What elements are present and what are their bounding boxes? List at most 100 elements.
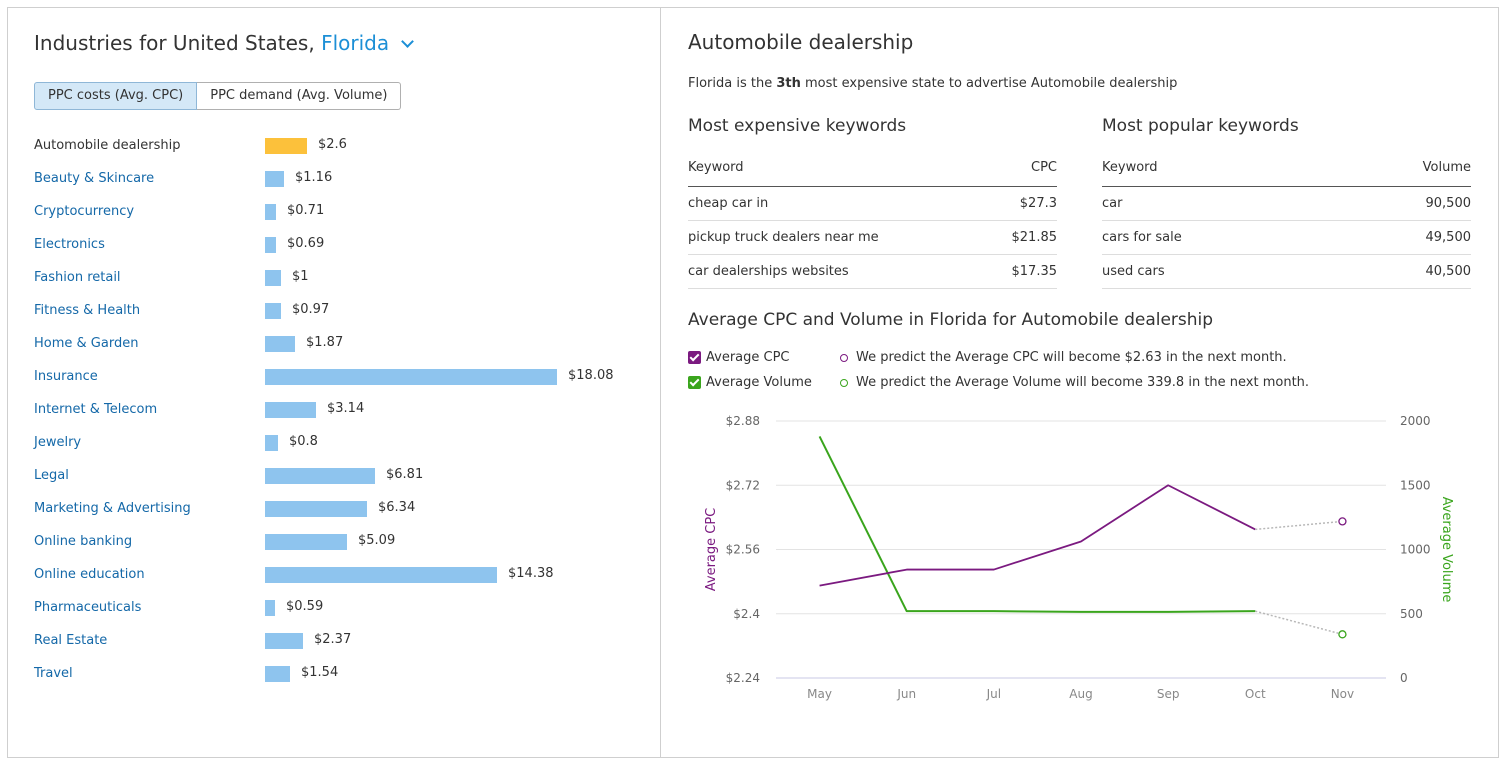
industry-value: $1.16 [295, 170, 333, 185]
keyword-cell: used cars [1102, 254, 1332, 289]
industry-label[interactable]: Home & Garden [34, 336, 139, 351]
industry-row[interactable]: Cryptocurrency $0.71 [34, 197, 654, 230]
industry-row[interactable]: Marketing & Advertising $6.34 [34, 494, 654, 527]
y-right-tick-label: 1000 [1400, 543, 1431, 557]
expensive-keywords-title: Most expensive keywords [688, 116, 907, 136]
cpc-volume-line-chart: $2.88 2000 $2.72 1500 $2.56 1000 $2.4 500 $2.24 0… [704, 414, 1454, 701]
ppc-costs-tab[interactable]: PPC costs (Avg. CPC) [34, 82, 198, 110]
industry-value: $18.08 [568, 368, 614, 383]
industry-bar [265, 567, 497, 583]
industry-bar [265, 204, 276, 220]
value-cell: 49,500 [1331, 220, 1471, 255]
subtitle-post: most expensive state to advertise Automo… [805, 76, 1178, 91]
industry-label[interactable]: Fashion retail [34, 270, 121, 285]
industry-row[interactable]: Online education $14.38 [34, 560, 654, 593]
industry-row[interactable]: Legal $6.81 [34, 461, 654, 494]
state-selector[interactable]: Florida [321, 31, 414, 55]
checkbox-checked-icon[interactable] [688, 376, 701, 389]
industry-label[interactable]: Beauty & Skincare [34, 171, 155, 186]
metric-toggle: PPC costs (Avg. CPC) PPC demand (Avg. Vo… [34, 82, 402, 110]
x-tick-label: Jul [986, 687, 1001, 701]
industry-bar [265, 534, 347, 550]
industry-bar [265, 303, 281, 319]
industry-label[interactable]: Marketing & Advertising [34, 501, 191, 516]
volume-prediction-point [1338, 630, 1347, 639]
chevron-down-icon [401, 35, 414, 48]
industry-value: $6.81 [386, 467, 424, 482]
table-header: Keyword Volume [1102, 150, 1471, 187]
panel-frame [7, 7, 1499, 758]
checkbox-checked-icon[interactable] [688, 351, 701, 364]
popular-keywords-title: Most popular keywords [1102, 116, 1299, 136]
industry-row[interactable]: Travel $1.54 [34, 659, 654, 692]
industry-row[interactable]: Pharmaceuticals $0.59 [34, 593, 654, 626]
industry-value: $5.09 [358, 533, 396, 548]
industry-label[interactable]: Cryptocurrency [34, 204, 135, 219]
x-tick-label: Oct [1245, 687, 1266, 701]
industry-label[interactable]: Fitness & Health [34, 303, 141, 318]
popular-keywords: Most popular keywords Keyword Volume car… [1102, 114, 1471, 289]
industry-label[interactable]: Internet & Telecom [34, 402, 158, 417]
industry-row[interactable]: Electronics $0.69 [34, 230, 654, 263]
col-cpc: CPC [985, 150, 1057, 187]
popular-keywords-table: Keyword Volume car 90,500 cars for sale 49,… [1102, 150, 1471, 289]
ppc-demand-tab[interactable]: PPC demand (Avg. Volume) [197, 82, 402, 110]
industry-value: $1 [292, 269, 309, 284]
industry-label[interactable]: Online education [34, 567, 145, 582]
prediction-circle-icon [840, 379, 848, 387]
industry-label[interactable]: Travel [34, 666, 73, 681]
panel-divider [660, 8, 661, 757]
industry-label: Automobile dealership [34, 138, 181, 153]
industry-row[interactable]: Beauty & Skincare $1.16 [34, 164, 654, 197]
legend-volume-label: Average Volume [706, 375, 812, 390]
industry-label[interactable]: Real Estate [34, 633, 108, 648]
industry-label[interactable]: Pharmaceuticals [34, 600, 142, 615]
industry-value: $0.59 [286, 599, 324, 614]
industry-row[interactable]: Fitness & Health $0.97 [34, 296, 654, 329]
industry-bar [265, 138, 307, 154]
industry-label[interactable]: Online banking [34, 534, 133, 549]
industry-label[interactable]: Legal [34, 468, 69, 483]
industry-row[interactable]: Home & Garden $1.87 [34, 329, 654, 362]
legend-cpc-label: Average CPC [706, 350, 790, 365]
cpc-prediction-text: We predict the Average CPC will become $… [856, 350, 1287, 365]
industry-bar [265, 237, 276, 253]
industry-value: $14.38 [508, 566, 554, 581]
industry-row[interactable]: Automobile dealership $2.6 [34, 131, 654, 164]
industry-value: $6.34 [378, 500, 416, 515]
table-header: Keyword CPC [688, 150, 1057, 187]
industry-bar [265, 270, 281, 286]
table-row: car dealerships websites $17.35 [688, 254, 1057, 289]
cpc-prediction-point [1338, 517, 1347, 526]
keyword-cell: cars for sale [1102, 220, 1332, 255]
industry-label[interactable]: Insurance [34, 369, 98, 384]
industry-label[interactable]: Electronics [34, 237, 105, 252]
industry-value: $3.14 [327, 401, 365, 416]
industry-row[interactable]: Jewelry $0.8 [34, 428, 654, 461]
industry-bar-chart: Automobile dealership $2.6 Beauty & Skinca… [34, 131, 654, 692]
table-row: car 90,500 [1102, 186, 1471, 221]
industry-value: $2.37 [314, 632, 352, 647]
industry-row[interactable]: Insurance $18.08 [34, 362, 654, 395]
volume-prediction-line [1255, 610, 1343, 636]
industry-bar [265, 666, 290, 682]
industry-bar [265, 369, 557, 385]
industry-bar [265, 633, 303, 649]
table-row: used cars 40,500 [1102, 254, 1471, 289]
y-right-tick-label: 500 [1400, 607, 1423, 621]
industry-value: $1.87 [306, 335, 344, 350]
table-row: cars for sale 49,500 [1102, 220, 1471, 255]
y-left-tick-label: $2.56 [726, 543, 760, 557]
industry-row[interactable]: Fashion retail $1 [34, 263, 654, 296]
industry-label[interactable]: Jewelry [34, 435, 82, 450]
industry-bar [265, 468, 375, 484]
industry-bar [265, 336, 295, 352]
industry-row[interactable]: Real Estate $2.37 [34, 626, 654, 659]
industry-bar [265, 435, 278, 451]
industry-value: $1.54 [301, 665, 339, 680]
y-right-axis-title: Average Volume [1439, 497, 1454, 603]
industries-panel: Industries for United States, Florida PP… [34, 28, 634, 682]
prediction-circle-icon [840, 354, 848, 362]
industry-row[interactable]: Internet & Telecom $3.14 [34, 395, 654, 428]
industry-row[interactable]: Online banking $5.09 [34, 527, 654, 560]
